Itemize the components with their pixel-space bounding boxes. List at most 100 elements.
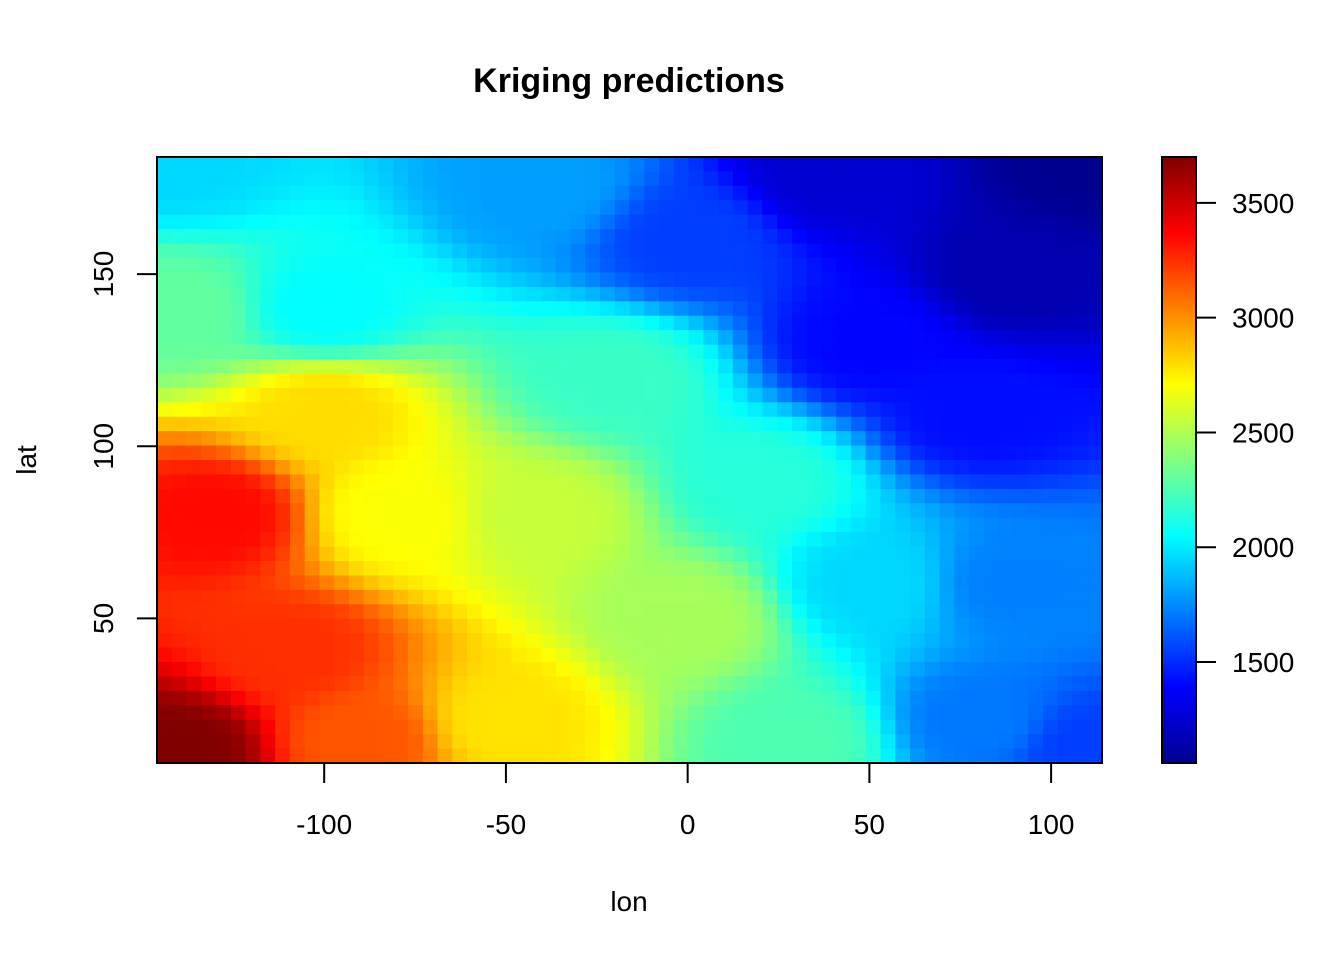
heatmap-cell [762,517,778,533]
heatmap-cell [467,416,483,432]
heatmap-cell [1042,662,1059,678]
heatmap-cell [422,229,439,245]
heatmap-cell [688,647,704,663]
heatmap-cell [555,575,572,591]
heatmap-cell [304,633,321,649]
heatmap-cell [821,546,837,562]
heatmap-cell [629,460,645,476]
heatmap-cell [481,460,498,476]
heatmap-cell [481,633,498,649]
heatmap-cell [1013,676,1029,692]
heatmap-cell [304,416,321,432]
heatmap-cell [186,258,202,274]
heatmap-cell [526,517,542,533]
heatmap-cell [171,445,188,461]
heatmap-cell [688,431,704,447]
heatmap-cell [171,387,188,403]
heatmap-cell [644,272,660,288]
heatmap-cell [171,719,188,735]
heatmap-cell [614,690,631,706]
heatmap-cell [408,690,424,706]
heatmap-cell [260,387,276,403]
heatmap-cell [408,662,424,678]
heatmap-cell [659,690,675,706]
heatmap-cell [157,734,173,750]
heatmap-cell [481,589,498,605]
heatmap-cell [260,690,276,706]
heatmap-cell [791,272,808,288]
heatmap-cell [275,301,291,317]
heatmap-cell [171,200,188,216]
heatmap-cell [319,272,335,288]
heatmap-cell [599,719,616,735]
heatmap-cell [762,474,778,490]
heatmap-cell [939,214,955,230]
heatmap-cell [186,301,202,317]
heatmap-cell [644,373,660,389]
heatmap-cell [511,243,527,259]
heatmap-cell [319,200,335,216]
heatmap-cell [910,359,926,375]
heatmap-cell [821,229,837,245]
heatmap-cell [348,748,365,764]
heatmap-cell [732,662,749,678]
heatmap-cell [467,705,483,721]
heatmap-cell [496,719,512,735]
heatmap-cell [408,373,424,389]
heatmap-cell [275,532,291,548]
heatmap-cell [186,373,202,389]
heatmap-cell [836,200,852,216]
heatmap-cell [1057,546,1074,562]
heatmap-cell [260,200,276,216]
heatmap-cell [703,561,719,577]
heatmap-cell [348,229,365,245]
heatmap-cell [555,503,572,519]
heatmap-cell [939,258,955,274]
heatmap-cell [791,431,808,447]
heatmap-cell [585,373,601,389]
heatmap-cell [555,416,572,432]
heatmap-cell [821,690,837,706]
heatmap-cell [762,286,778,302]
heatmap-cell [1057,301,1074,317]
heatmap-cell [481,575,498,591]
heatmap-cell [703,690,719,706]
heatmap-cell [452,416,468,432]
heatmap-cell [983,517,1000,533]
heatmap-cell [644,171,660,187]
heatmap-cell [850,676,867,692]
heatmap-cell [393,229,409,245]
heatmap-cell [348,503,365,519]
heatmap-cell [983,373,1000,389]
heatmap-cell [1072,344,1088,360]
heatmap-cell [688,517,704,533]
heatmap-cell [673,561,690,577]
heatmap-cell [319,460,335,476]
heatmap-cell [1057,286,1074,302]
heatmap-cell [585,200,601,216]
heatmap-cell [363,488,380,504]
heatmap-cell [969,214,985,230]
heatmap-cell [910,373,926,389]
heatmap-cell [496,157,512,173]
heatmap-cell [496,445,512,461]
heatmap-cell [659,171,675,187]
x-axis: -100 -50 0 50 100 [296,763,1074,840]
heatmap-cell [216,185,232,201]
heatmap-cell [570,272,586,288]
heatmap-cell [806,272,823,288]
heatmap-cell [304,359,321,375]
heatmap-cell [599,503,616,519]
heatmap-cell [378,416,394,432]
heatmap-cell [319,171,335,187]
heatmap-cell [319,488,335,504]
heatmap-cell [216,705,232,721]
heatmap-cell [171,633,188,649]
heatmap-cell [289,200,306,216]
heatmap-cell [555,460,572,476]
heatmap-cell [157,460,173,476]
heatmap-cell [806,431,823,447]
heatmap-cell [998,705,1015,721]
heatmap-cell [452,589,468,605]
heatmap-cell [688,474,704,490]
